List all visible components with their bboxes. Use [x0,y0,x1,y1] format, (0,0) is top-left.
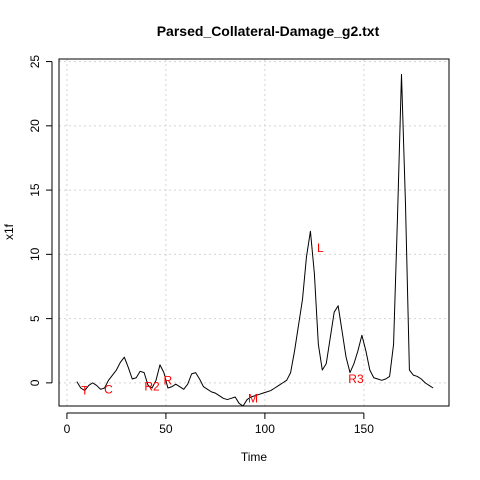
plot-line-area [76,73,434,407]
x-axis: 0 50 100 150 [64,412,374,436]
x-tick-label-2: 100 [255,422,275,436]
y-axis-label: x1f [2,223,16,240]
annotation-label-4: M [248,391,258,405]
grid-lines [59,59,449,406]
x-tick-label-1: 50 [159,422,173,436]
y-tick-label-4: 20 [28,119,42,133]
y-tick-label-1: 5 [28,315,42,322]
chart-title: Parsed_Collateral-Damage_g2.txt [157,23,380,39]
annotation-label-2: R2 [144,380,160,394]
annotation-label-3: R [164,373,173,387]
plot-frame [58,58,450,407]
y-axis: 0 5 10 15 20 25 [28,55,53,386]
x-tick-label-3: 150 [354,422,374,436]
y-tick-label-3: 15 [28,183,42,197]
series-line-0 [76,73,434,407]
annotation-label-6: R3 [348,372,364,386]
annotation-label-5: L [317,241,324,255]
annotation-label-0: T [81,384,89,398]
x-tick-label-0: 0 [64,422,71,436]
y-tick-label-0: 0 [28,379,42,386]
annotation-labels: T C R2 R M L R3 [81,241,364,405]
y-tick-label-5: 25 [28,55,42,69]
x-axis-label: Time [241,450,268,464]
annotation-label-1: C [104,382,113,396]
y-tick-label-2: 10 [28,247,42,261]
